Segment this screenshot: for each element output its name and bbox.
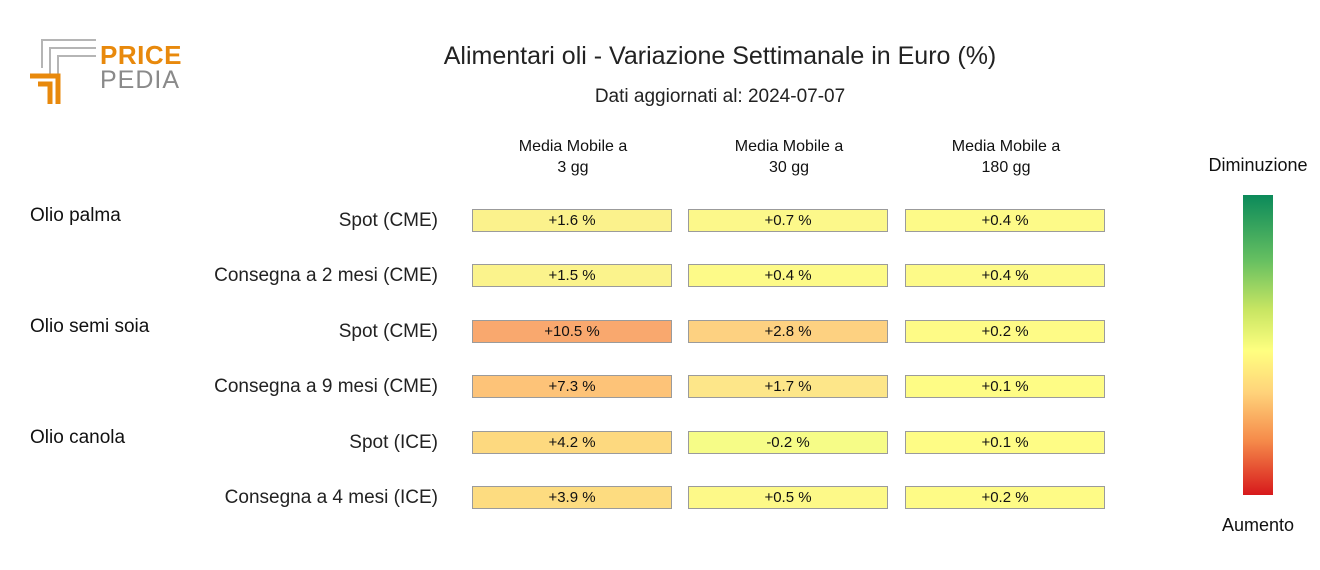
heatmap-cell: +3.9 % — [472, 486, 672, 509]
heatmap-cell: +2.8 % — [688, 319, 888, 343]
heatmap-cell: +0.2 % — [905, 486, 1105, 509]
heatmap-cell: +1.5 % — [472, 264, 672, 288]
legend-top-label: Diminuzione — [1208, 155, 1308, 175]
heatmap-cell: +0.4 % — [905, 264, 1105, 288]
heatmap-cell: +10.5 % — [472, 319, 672, 343]
chart-title: Alimentari oli - Variazione Settimanale … — [443, 42, 997, 70]
logo-text-price: PRICE — [100, 40, 182, 70]
group-label: Olio palma — [30, 205, 121, 226]
legend-color-bar — [1243, 195, 1273, 495]
heatmap-cell: +0.2 % — [905, 319, 1105, 343]
heatmap-cell: +0.7 % — [688, 209, 888, 232]
row-label: Consegna a 2 mesi (CME) — [214, 265, 438, 287]
group-label: Olio canola — [30, 426, 126, 448]
column-header: Media Mobile a 30 gg — [734, 138, 844, 176]
heatmap-cell: +0.1 % — [905, 375, 1105, 399]
row-label: Spot (CME) — [338, 210, 438, 231]
heatmap-cell: +0.1 % — [905, 430, 1105, 454]
heatmap-cell: -0.2 % — [688, 430, 888, 454]
chart-subtitle: Dati aggiornati al: 2024-07-07 — [594, 86, 846, 107]
heatmap-cell: +1.7 % — [688, 375, 888, 399]
row-label: Spot (CME) — [338, 320, 438, 342]
heatmap-cell: +7.3 % — [472, 375, 672, 399]
heatmap-cell: +1.6 % — [472, 209, 672, 232]
group-label: Olio semi soia — [30, 315, 150, 337]
heatmap-cell: +0.4 % — [905, 209, 1105, 232]
legend-bottom-label: Aumento — [1221, 515, 1295, 535]
heatmap-cell: +0.5 % — [688, 486, 888, 509]
row-label: Consegna a 4 mesi (ICE) — [224, 487, 438, 508]
heatmap-cell: +0.4 % — [688, 264, 888, 288]
heatmap-cell: +4.2 % — [472, 430, 672, 454]
row-label: Consegna a 9 mesi (CME) — [214, 376, 438, 398]
row-label: Spot (ICE) — [349, 431, 438, 453]
pricepedia-logo: PRICE PEDIA — [28, 36, 188, 110]
logo-text-pedia: PEDIA — [100, 66, 181, 94]
logo-mark-icon — [30, 39, 96, 104]
column-header: Media Mobile a 180 gg — [951, 138, 1061, 176]
